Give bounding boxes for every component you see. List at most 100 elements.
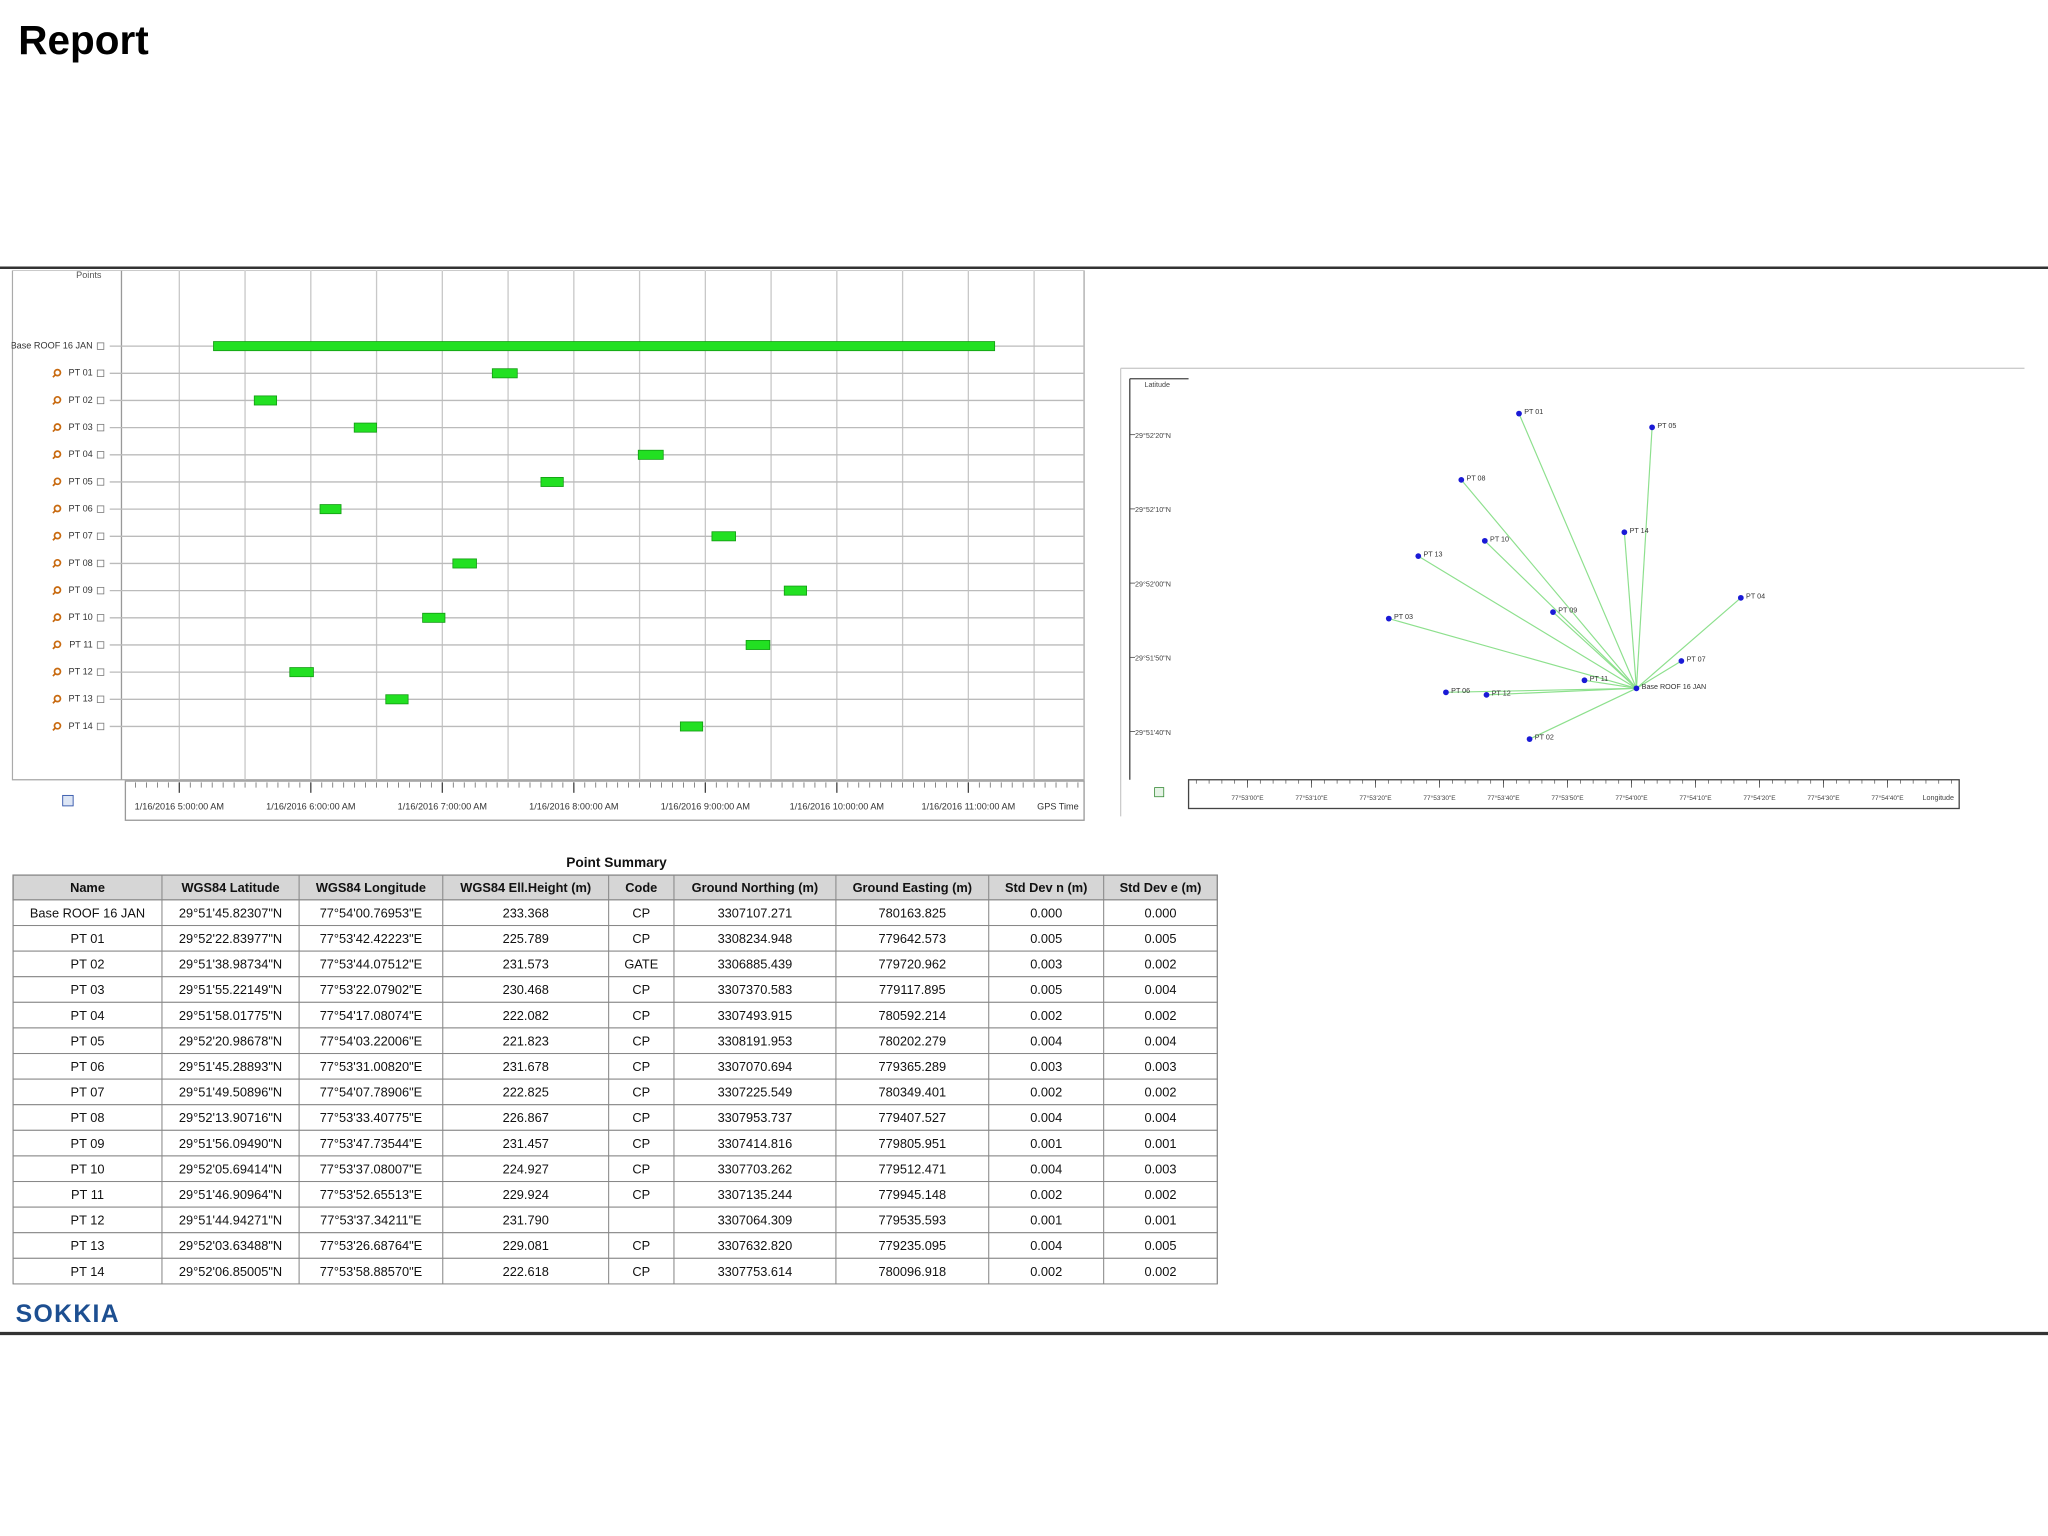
table-cell: 229.081 — [503, 1238, 549, 1253]
table-cell: 29°51'44.94271"N — [179, 1213, 282, 1228]
point-icon-handle — [52, 455, 57, 460]
baseline-vector — [1623, 532, 1638, 689]
table-cell: 77°53'33.40775"E — [320, 1110, 422, 1125]
y-tick-label: 29°52'10"N — [1135, 506, 1171, 514]
table-cell: 224.927 — [503, 1161, 549, 1176]
panel-icon — [62, 794, 74, 807]
point-label: PT 04 — [1746, 592, 1765, 600]
x-tick-label: 1/16/2016 5:00:00 AM — [135, 802, 224, 812]
table-cell: 779235.095 — [879, 1238, 947, 1253]
table-row — [12, 1001, 1218, 1029]
point-icon — [53, 450, 62, 458]
table-cell: PT 12 — [71, 1213, 105, 1228]
page-title: Report — [18, 17, 148, 63]
point-label: PT 01 — [1524, 408, 1543, 416]
point-icon-handle — [52, 401, 57, 405]
y-axis-title: Latitude — [1144, 381, 1170, 389]
table-cell: 29°51'55.22149"N — [179, 982, 282, 997]
row-label: PT 06 — [69, 504, 93, 514]
table-cell: 0.003 — [1030, 957, 1062, 972]
x-tick-label: 77°54'30"E — [1807, 794, 1840, 802]
x-tick-label: 77°54'10"E — [1679, 794, 1712, 802]
expand-box — [96, 695, 105, 703]
table-cell: 0.000 — [1144, 905, 1176, 920]
table-cell: 3307070.694 — [718, 1059, 793, 1074]
table-cell: 77°53'58.88570"E — [320, 1264, 422, 1279]
table-cell: 29°52'22.83977"N — [179, 931, 282, 946]
point-marker — [1458, 477, 1465, 483]
table-cell: 3307953.737 — [718, 1110, 793, 1125]
table-cell: PT 02 — [71, 957, 105, 972]
occupation-bar — [213, 341, 996, 352]
table-cell: 231.790 — [503, 1213, 549, 1228]
point-icon — [53, 694, 62, 703]
table-cell: 779805.951 — [879, 1136, 947, 1151]
occupation-bar — [783, 585, 807, 596]
table-cell: GATE — [624, 957, 658, 972]
table-cell: 0.004 — [1030, 1033, 1062, 1048]
point-marker — [1737, 594, 1744, 601]
occupation-bar — [319, 504, 342, 515]
table-cell: 779535.593 — [879, 1213, 947, 1228]
point-marker — [1621, 529, 1628, 536]
table-cell: 0.001 — [1144, 1136, 1176, 1151]
point-marker — [1649, 424, 1655, 431]
table-cell: 0.005 — [1030, 982, 1062, 997]
point-icon — [53, 395, 62, 404]
baseline-vector — [1636, 597, 1742, 689]
panel-icon — [1154, 787, 1165, 798]
table-cell: 221.823 — [503, 1033, 549, 1048]
column-header: Ground Easting (m) — [853, 880, 972, 895]
logo: SOKKIA — [16, 1301, 120, 1328]
timeline-panel: Points Base ROOF 16 JAN PT 01 PT 02 PT 03 PT … — [11, 270, 1085, 821]
point-label: PT 11 — [1590, 675, 1608, 683]
table-cell: 0.004 — [1144, 1110, 1176, 1125]
table-cell: 0.002 — [1144, 1085, 1176, 1100]
table-cell: PT 04 — [71, 1008, 105, 1023]
occupation-bar — [711, 531, 736, 542]
baseline-vector — [1484, 540, 1637, 689]
point-icon — [53, 368, 62, 377]
table-cell: 226.867 — [503, 1110, 549, 1125]
expand-box — [96, 478, 105, 486]
table-cell: 0.002 — [1144, 957, 1176, 972]
baseline-vector — [1388, 618, 1637, 689]
column-header: Name — [70, 880, 105, 895]
x-tick-label: 77°53'20"E — [1359, 794, 1392, 802]
row-label: PT 12 — [69, 667, 93, 677]
table-cell: 3307370.583 — [718, 982, 793, 997]
table-cell: CP — [632, 982, 650, 997]
table-cell: 29°51'45.82307"N — [179, 905, 282, 920]
row-label: PT 08 — [69, 558, 93, 568]
column-header: Code — [625, 880, 657, 895]
table-cell: 231.573 — [503, 957, 549, 972]
table-cell: PT 07 — [71, 1085, 105, 1100]
x-tick-label: 1/16/2016 6:00:00 AM — [266, 802, 355, 812]
table-cell: 3308234.948 — [718, 931, 793, 946]
table-cell: 780202.279 — [879, 1033, 947, 1048]
table-cell: PT 08 — [71, 1110, 105, 1125]
table-cell: PT 03 — [71, 982, 105, 997]
table-cell: 0.004 — [1030, 1161, 1062, 1176]
table-cell: 222.082 — [503, 1008, 549, 1023]
row-label: PT 01 — [69, 368, 93, 378]
point-marker — [1550, 609, 1556, 615]
table-cell: CP — [632, 1008, 650, 1023]
y-tick-label: 29°52'20"N — [1135, 432, 1171, 440]
table-cell: 0.001 — [1030, 1136, 1062, 1151]
expand-box — [96, 641, 105, 649]
table-cell: PT 01 — [71, 931, 105, 946]
table-cell: 29°51'56.09490"N — [179, 1136, 282, 1151]
table-cell: 77°53'37.34211"E — [320, 1213, 422, 1228]
baseline-vector — [1417, 555, 1637, 689]
table-title: Point Summary — [566, 855, 667, 870]
x-tick-label: 77°54'00"E — [1615, 794, 1648, 802]
table-cell: 3307703.262 — [718, 1161, 793, 1176]
row-label: PT 13 — [69, 694, 93, 704]
expand-box — [96, 451, 105, 459]
point-icon-handle — [52, 509, 57, 514]
table-cell: CP — [632, 1187, 650, 1202]
point-icon-handle — [52, 564, 57, 568]
table-cell: 3307225.549 — [718, 1085, 793, 1100]
table-row — [12, 899, 1218, 927]
